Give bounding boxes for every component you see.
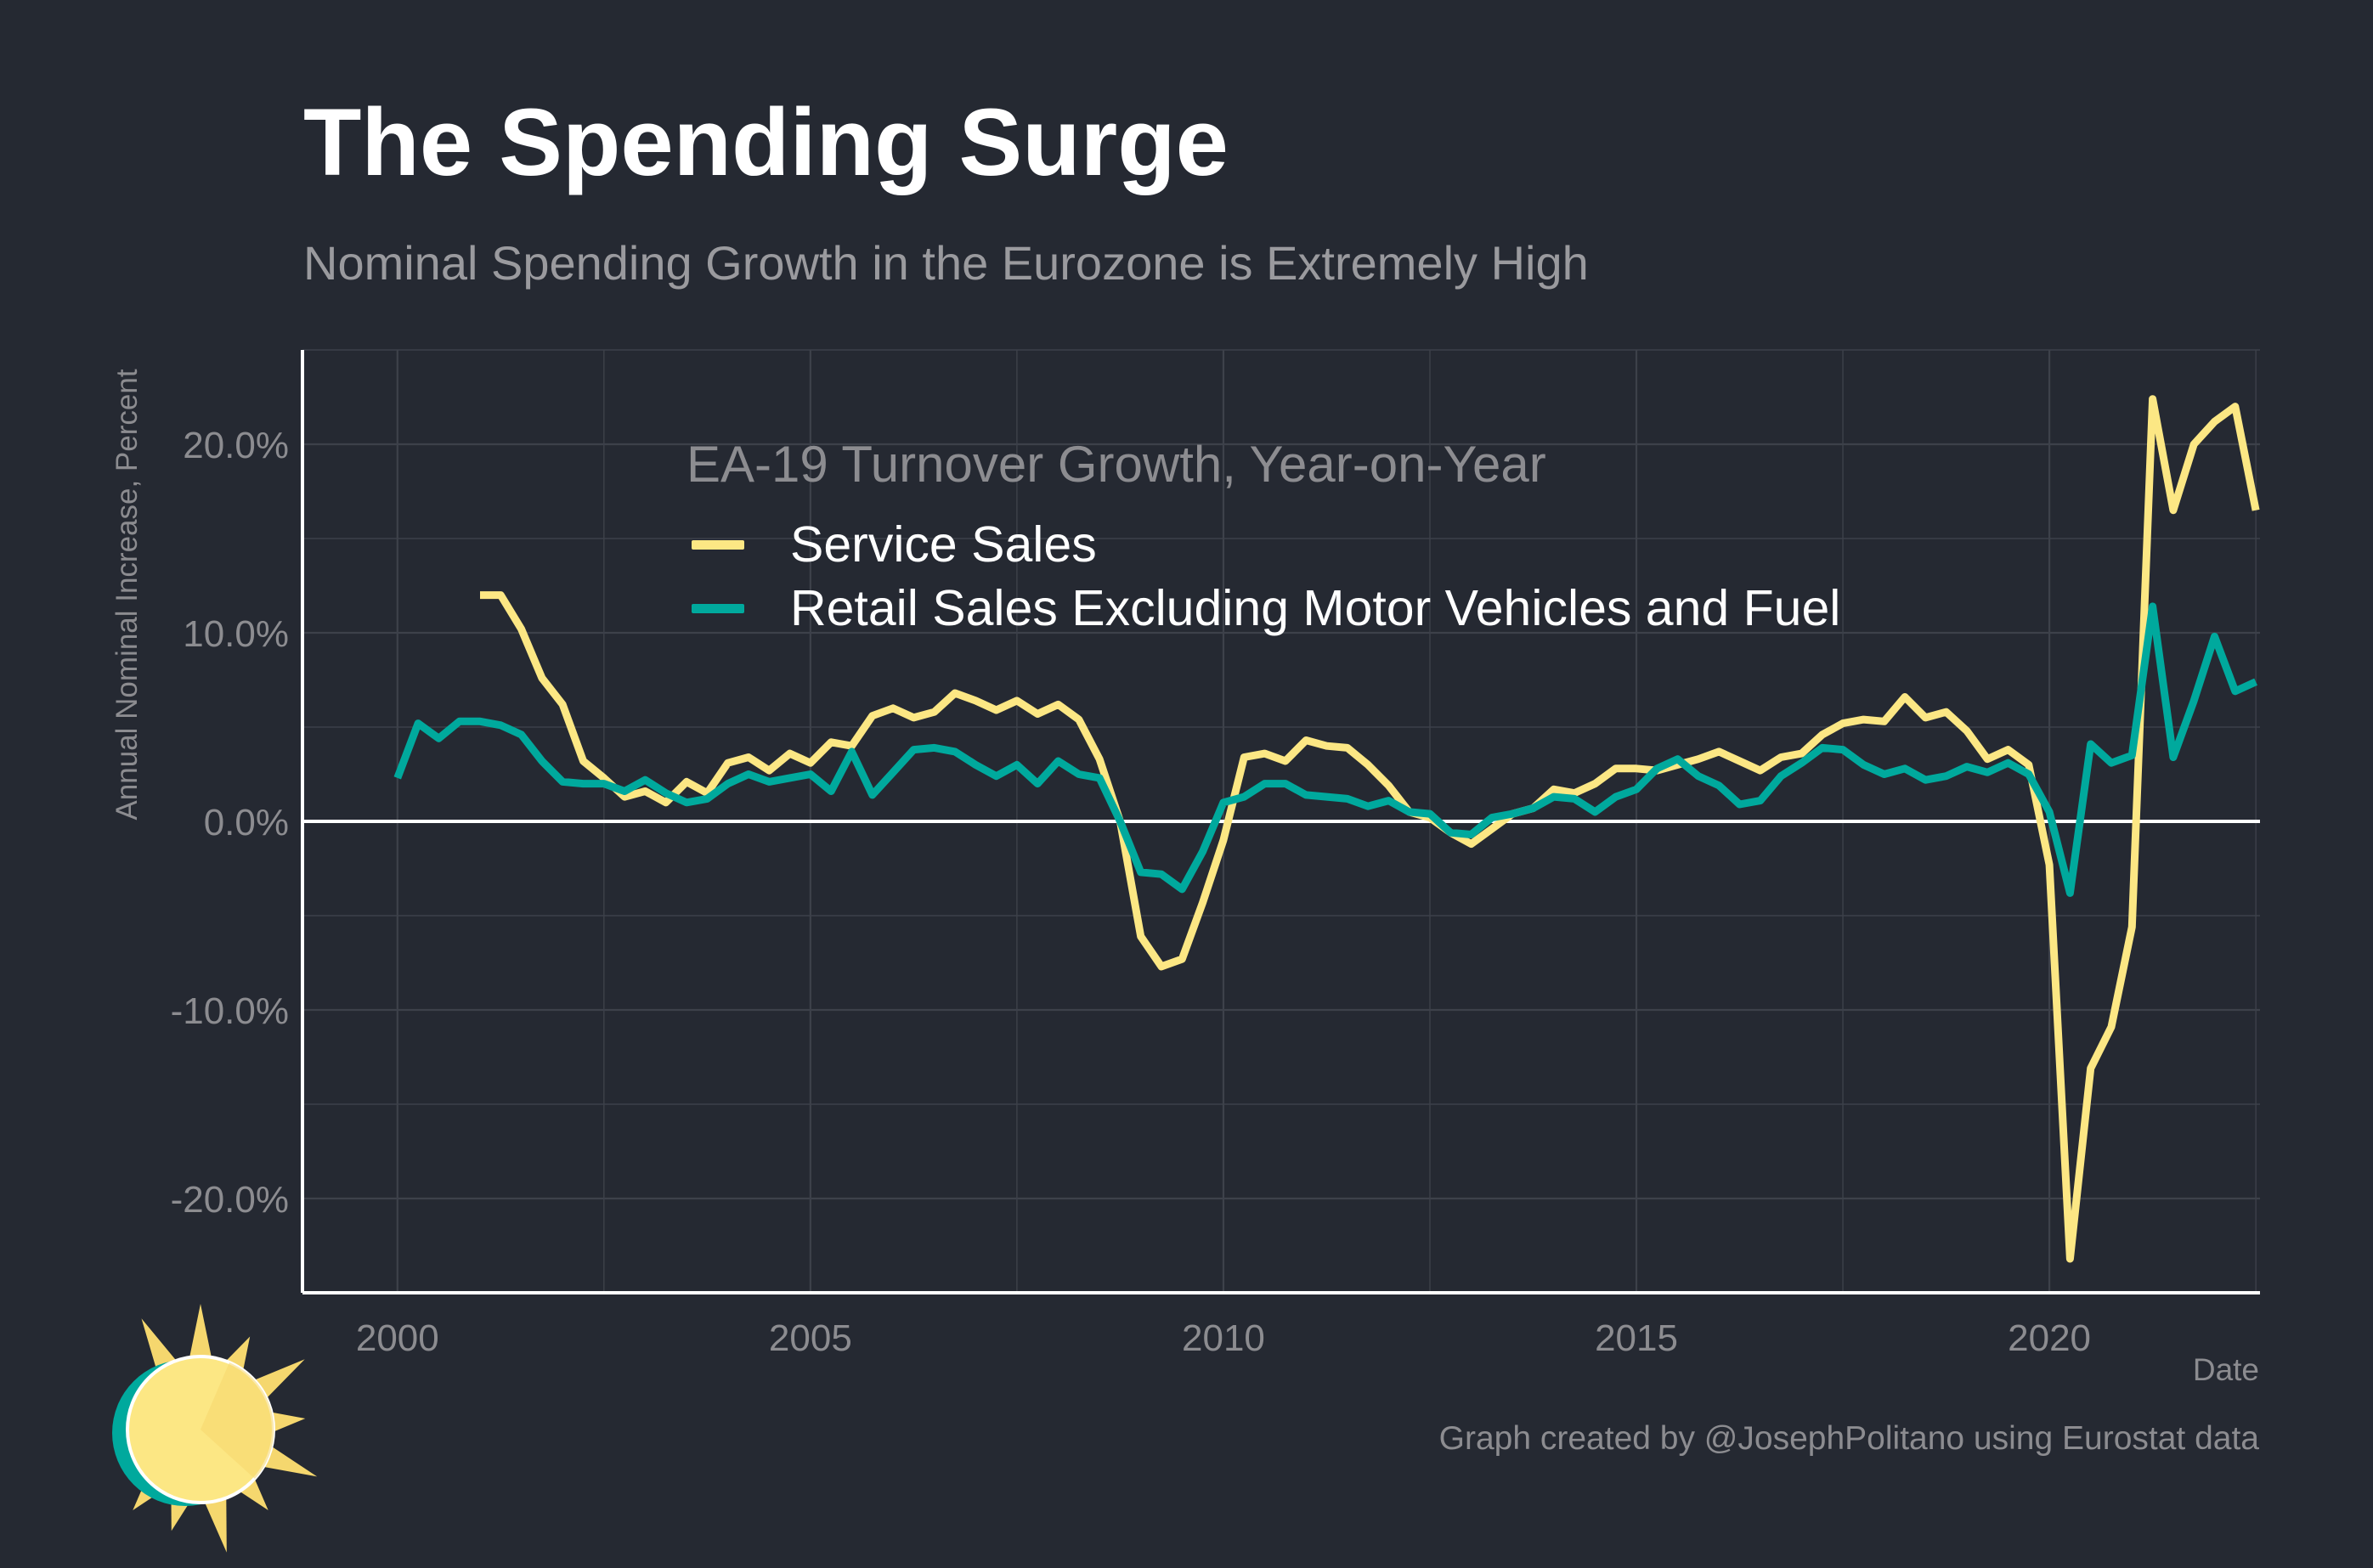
legend-label-retail-sales: Retail Sales Excluding Motor Vehicles an… xyxy=(790,580,1841,636)
y-tick-label: 0.0% xyxy=(204,802,289,843)
series-line-retail-sales xyxy=(393,602,2257,897)
legend-label-service-sales: Service Sales xyxy=(790,516,1097,572)
axes xyxy=(301,350,2260,1294)
page-subtitle: Nominal Spending Growth in the Eurozone … xyxy=(303,236,1589,290)
legend-item-retail-sales: Retail Sales Excluding Motor Vehicles an… xyxy=(692,578,1840,638)
legend-title: EA-19 Turnover Growth, Year-on-Year xyxy=(686,436,1546,493)
x-tick-label: 2010 xyxy=(1182,1317,1265,1359)
y-axis-label: Annual Nominal Increase, Percent xyxy=(110,369,144,821)
x-tick-label: 2015 xyxy=(1595,1317,1678,1359)
page-title: The Spending Surge xyxy=(303,89,1229,195)
sun-icon xyxy=(112,1304,318,1553)
y-tick-label: 20.0% xyxy=(183,425,289,466)
sun-shade xyxy=(201,1362,274,1479)
legend-item-service-sales: Service Sales xyxy=(692,515,1097,574)
sun-ray xyxy=(187,1304,214,1370)
y-tick-label: -20.0% xyxy=(171,1179,289,1221)
x-tick-label: 2005 xyxy=(769,1317,852,1359)
legend-swatch-retail-sales xyxy=(692,603,744,613)
series-line-service-sales xyxy=(480,395,2260,1263)
y-tick-label: -10.0% xyxy=(171,990,289,1032)
x-tick-label: 2020 xyxy=(2008,1317,2091,1359)
x-axis-label: Date xyxy=(2192,1352,2259,1387)
tick-labels: -20.0% -10.0% 0.0% 10.0% 20.0% 2000 2005 2010 20… xyxy=(171,425,2091,1359)
source-caption: Graph created by @JosephPolitano using E… xyxy=(1438,1420,2259,1457)
legend-swatch-service-sales xyxy=(692,539,744,550)
series-lines xyxy=(393,395,2260,1263)
y-tick-label: 10.0% xyxy=(183,613,289,655)
x-tick-label: 2000 xyxy=(356,1317,439,1359)
